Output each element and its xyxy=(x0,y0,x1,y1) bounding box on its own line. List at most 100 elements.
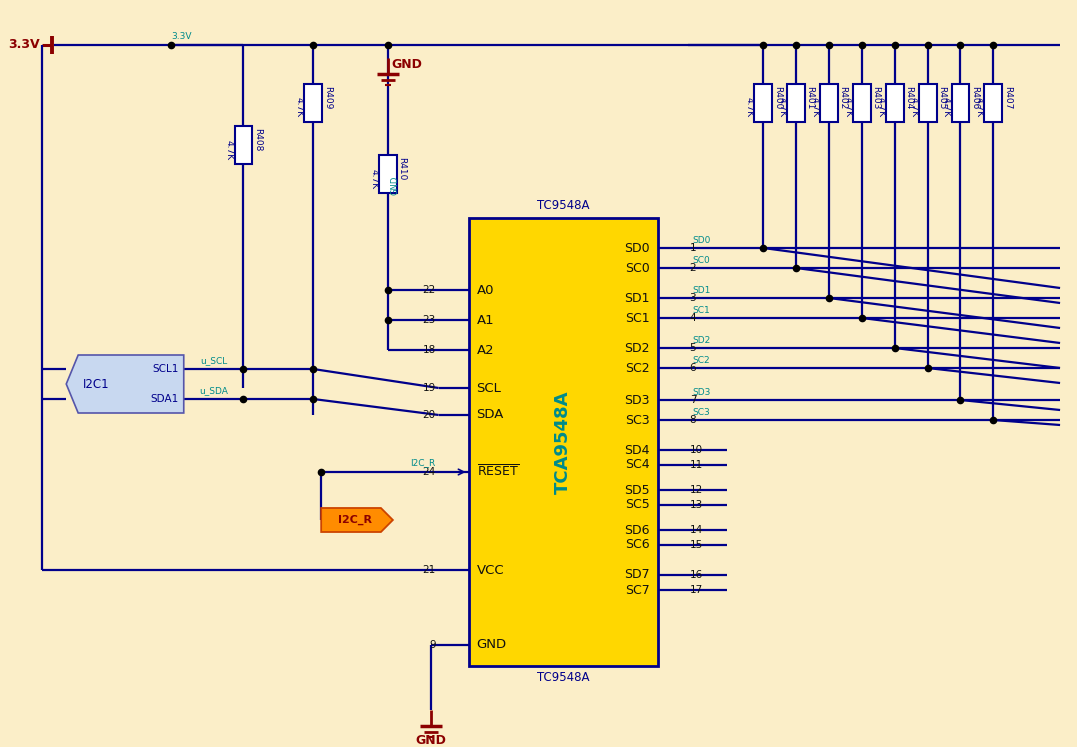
Text: 10: 10 xyxy=(689,445,703,455)
Text: A2: A2 xyxy=(476,344,494,356)
Bar xyxy=(820,84,838,122)
Text: 4.7K: 4.7K xyxy=(877,97,885,117)
Text: SD5: SD5 xyxy=(625,483,649,497)
Text: SCL: SCL xyxy=(476,382,502,394)
Text: SC2: SC2 xyxy=(625,362,649,374)
Text: SD0: SD0 xyxy=(693,236,711,245)
Text: 16: 16 xyxy=(689,570,703,580)
Text: 7: 7 xyxy=(689,395,696,405)
Text: TC9548A: TC9548A xyxy=(537,199,589,212)
Text: 4.7K: 4.7K xyxy=(843,97,853,117)
Text: 3.3V: 3.3V xyxy=(171,32,192,41)
Text: 8: 8 xyxy=(689,415,696,425)
Text: R404: R404 xyxy=(905,86,913,109)
Text: A0: A0 xyxy=(476,284,494,297)
Text: 9: 9 xyxy=(429,640,436,650)
Text: SD1: SD1 xyxy=(625,291,649,305)
Text: SD6: SD6 xyxy=(625,524,649,536)
Text: SDA1: SDA1 xyxy=(151,394,179,404)
Text: u_SCL: u_SCL xyxy=(200,356,227,365)
Text: A1: A1 xyxy=(476,314,494,326)
Text: 17: 17 xyxy=(689,585,703,595)
Text: SCL1: SCL1 xyxy=(152,364,179,374)
Text: 22: 22 xyxy=(422,285,436,295)
Bar xyxy=(885,84,904,122)
Text: I2C_R: I2C_R xyxy=(410,458,436,467)
Text: SD3: SD3 xyxy=(693,388,711,397)
Text: 15: 15 xyxy=(689,540,703,550)
Text: R407: R407 xyxy=(1003,86,1011,109)
Text: R406: R406 xyxy=(970,86,979,109)
Bar xyxy=(919,84,937,122)
Text: 4.7K: 4.7K xyxy=(225,140,234,160)
Text: 23: 23 xyxy=(422,315,436,325)
Text: SC0: SC0 xyxy=(625,261,649,274)
Text: 19: 19 xyxy=(422,383,436,393)
Text: R409: R409 xyxy=(323,86,332,109)
Text: SD3: SD3 xyxy=(625,394,649,406)
Text: SC1: SC1 xyxy=(693,306,711,315)
Text: SD1: SD1 xyxy=(693,286,711,295)
Bar xyxy=(304,84,322,122)
Text: 11: 11 xyxy=(689,460,703,470)
Text: SC4: SC4 xyxy=(625,459,649,471)
Text: R403: R403 xyxy=(871,86,880,109)
Text: 13: 13 xyxy=(689,500,703,510)
Text: R410: R410 xyxy=(397,158,406,181)
Text: TCA9548A: TCA9548A xyxy=(555,390,572,494)
Text: SD4: SD4 xyxy=(625,444,649,456)
Text: 4: 4 xyxy=(689,313,696,323)
Text: SDA: SDA xyxy=(476,409,504,421)
Text: 14: 14 xyxy=(689,525,703,535)
Bar xyxy=(468,218,658,666)
Text: u_SDA: u_SDA xyxy=(199,386,228,395)
Text: SD2: SD2 xyxy=(625,341,649,355)
Text: 5: 5 xyxy=(689,343,696,353)
Text: SC5: SC5 xyxy=(625,498,649,512)
Text: 18: 18 xyxy=(422,345,436,355)
Text: 20: 20 xyxy=(422,410,436,420)
Polygon shape xyxy=(67,355,184,413)
Text: 3: 3 xyxy=(689,293,696,303)
Text: SC3: SC3 xyxy=(625,414,649,427)
Text: 4.7K: 4.7K xyxy=(811,97,820,117)
Text: I2C1: I2C1 xyxy=(83,377,110,391)
Polygon shape xyxy=(321,508,393,532)
Text: SC7: SC7 xyxy=(625,583,649,597)
Text: SD7: SD7 xyxy=(625,568,649,581)
Text: 24: 24 xyxy=(422,467,436,477)
Text: SC2: SC2 xyxy=(693,356,710,365)
Text: 12: 12 xyxy=(689,485,703,495)
Text: R401: R401 xyxy=(806,86,814,109)
Text: R402: R402 xyxy=(839,86,848,109)
Text: 4.7K: 4.7K xyxy=(778,97,786,117)
Text: GND: GND xyxy=(416,734,446,747)
Text: 4.7K: 4.7K xyxy=(745,97,754,117)
Text: 4.7K: 4.7K xyxy=(975,97,984,117)
Text: SD2: SD2 xyxy=(693,336,711,345)
Text: I2C_R: I2C_R xyxy=(338,515,372,525)
Text: R405: R405 xyxy=(937,86,946,109)
Text: R400: R400 xyxy=(773,86,782,109)
Bar xyxy=(951,84,969,122)
Text: SC0: SC0 xyxy=(693,256,711,265)
Text: SC6: SC6 xyxy=(625,539,649,551)
Text: 4.7K: 4.7K xyxy=(942,97,951,117)
Text: 6: 6 xyxy=(689,363,696,373)
Text: VCC: VCC xyxy=(476,563,504,577)
Bar xyxy=(853,84,871,122)
Bar xyxy=(754,84,772,122)
Bar xyxy=(984,84,1003,122)
Text: 4.7K: 4.7K xyxy=(369,169,378,189)
Text: 4.7K: 4.7K xyxy=(295,97,304,117)
Text: $\overline{\mathrm{RESET}}$: $\overline{\mathrm{RESET}}$ xyxy=(476,465,519,480)
Bar xyxy=(235,126,252,164)
Text: SC1: SC1 xyxy=(625,311,649,324)
Text: R408: R408 xyxy=(253,128,262,152)
Text: 3.3V: 3.3V xyxy=(8,39,40,52)
Text: SD0: SD0 xyxy=(625,241,649,255)
Text: TC9548A: TC9548A xyxy=(537,671,589,684)
Text: GND: GND xyxy=(391,176,400,195)
Text: 1: 1 xyxy=(689,243,696,253)
Text: GND: GND xyxy=(392,58,423,71)
